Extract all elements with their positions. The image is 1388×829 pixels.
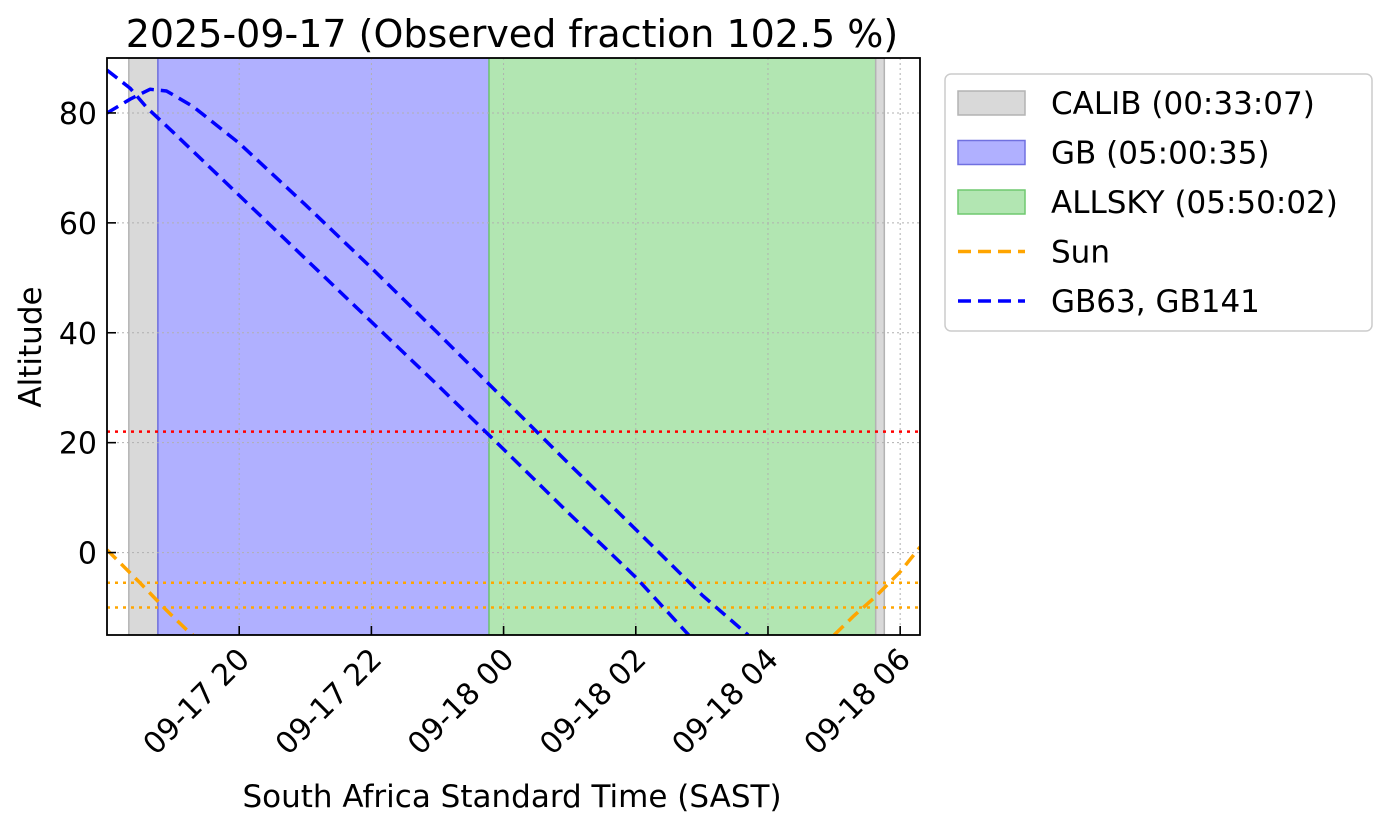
- x-tick-label: 09-18 06: [798, 642, 918, 762]
- series-sun-line-1: [832, 546, 920, 635]
- span-gb-1: [157, 58, 490, 635]
- span-calib-0: [128, 58, 159, 635]
- y-tick-label: 80: [59, 97, 97, 132]
- plot-content: [107, 58, 920, 635]
- span-calib-3: [874, 58, 886, 635]
- legend-label: GB63, GB141: [1051, 284, 1260, 320]
- x-tick-label: 09-17 22: [269, 642, 389, 762]
- y-tick-label: 40: [59, 317, 97, 352]
- legend: CALIB (00:33:07) GB (05:00:35) ALLSKY (05:…: [944, 73, 1373, 332]
- y-axis-label: Altitude: [13, 286, 49, 407]
- legend-label: GB (05:00:35): [1051, 136, 1270, 172]
- chart-title: 2025-09-17 (Observed fraction 102.5 %): [126, 12, 899, 56]
- x-tick-label: 09-18 04: [666, 642, 786, 762]
- legend-label: ALLSKY (05:50:02): [1051, 185, 1338, 221]
- plot-area: [106, 57, 921, 636]
- span-allsky-2: [488, 58, 877, 635]
- x-tick-label: 09-17 20: [137, 642, 257, 762]
- y-tick-label: 0: [78, 537, 97, 572]
- plot-frame: [106, 57, 921, 636]
- legend-swatch-gb: [957, 139, 1026, 166]
- x-axis: 09-17 20 09-17 22 09-18 00 09-18 02 09-18 04…: [137, 626, 918, 762]
- y-tick-label: 20: [59, 427, 97, 462]
- series-sun-line-0: [107, 548, 195, 635]
- series-gb63-gb141-line-1: [107, 87, 750, 635]
- series-gb63-gb141-line-0: [107, 68, 690, 635]
- y-tick-label: 60: [59, 207, 97, 242]
- x-tick-label: 09-18 02: [533, 642, 653, 762]
- x-axis-label: South Africa Standard Time (SAST): [242, 779, 781, 815]
- legend-swatch-allsky: [957, 189, 1026, 215]
- legend-label: Sun: [1051, 235, 1110, 271]
- legend-swatch-calib: [957, 90, 1026, 116]
- legend-box: [944, 73, 1373, 332]
- x-tick-label: 09-18 00: [401, 642, 521, 762]
- y-axis: 0 20 40 60 80: [59, 97, 116, 572]
- legend-label: CALIB (00:33:07): [1051, 86, 1315, 122]
